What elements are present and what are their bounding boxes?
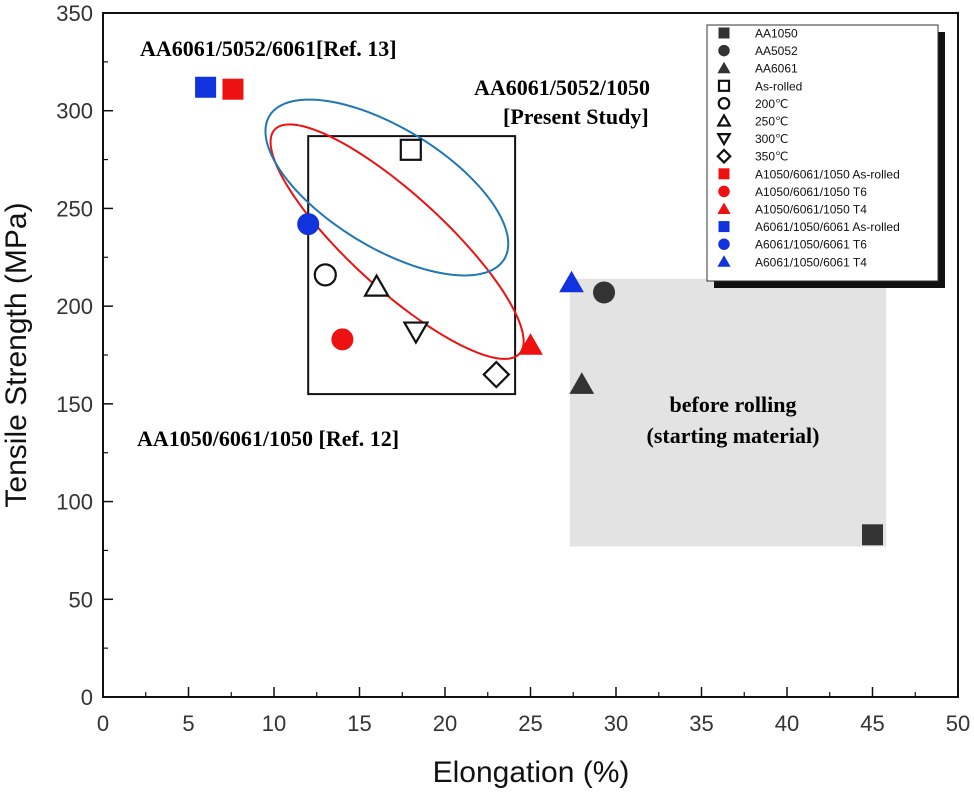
y-tick-label: 250	[56, 196, 93, 221]
legend-entry-label: A1050/6061/1050 T6	[755, 185, 867, 199]
legend-entry-label: AA1050	[755, 27, 798, 41]
legend-marker	[717, 61, 731, 74]
ellipses-layer	[264, 98, 525, 360]
red-ellipse	[269, 123, 525, 360]
legend-items: AA1050 AA5052 AA6061 As-rolled 200℃ 250℃ 300℃ 3…	[716, 27, 900, 269]
present-study-box	[307, 135, 517, 396]
legend-marker	[718, 27, 730, 39]
x-tick-label: 40	[775, 711, 799, 736]
y-tick-label: 350	[56, 1, 93, 26]
before-rolling-region	[569, 278, 887, 547]
y-tick-label: 100	[56, 490, 93, 515]
data-point	[363, 273, 391, 297]
data-point	[569, 372, 595, 394]
data-point	[297, 213, 320, 236]
annotation-before-rolling-line2: (starting material)	[647, 423, 820, 448]
legend-entry-label: A1050/6061/1050 T4	[755, 203, 867, 217]
legend: AA1050 AA5052 AA6061 As-rolled 200℃ 250℃ 300℃ 3…	[706, 24, 945, 288]
legend-entry-label: As-rolled	[755, 79, 802, 93]
legend-marker	[718, 185, 730, 198]
legend-entry-label: 300℃	[755, 132, 789, 146]
annotation-present-study-line2: [Present Study]	[503, 104, 649, 129]
legend-marker	[718, 44, 730, 57]
legend-entry-label: 250℃	[755, 115, 789, 129]
points-layer	[195, 76, 883, 546]
legend-marker	[716, 148, 732, 165]
x-tick-label: 25	[518, 711, 542, 736]
ticks-layer: 0 5 10 15 20 25 30 35 40 45 50 0 50 100 150 200 250 300 35…	[56, 1, 970, 736]
y-tick-label: 300	[56, 99, 93, 124]
legend-marker	[716, 133, 732, 147]
data-point	[559, 270, 584, 293]
legend-entry-label: AA5052	[755, 44, 798, 58]
data-point	[399, 138, 422, 161]
annotation-present-study-line1: AA6061/5052/1050	[474, 75, 650, 100]
legend-marker	[718, 168, 730, 180]
x-tick-label: 45	[860, 711, 884, 736]
y-tick-label: 0	[81, 685, 93, 710]
y-axis-title: Tensile Strength (MPa)	[0, 202, 33, 507]
legend-marker	[717, 202, 731, 214]
data-point	[518, 333, 543, 355]
regions-layer	[307, 135, 887, 547]
y-tick-label: 200	[56, 294, 93, 319]
legend-marker	[716, 113, 732, 127]
legend-marker	[717, 79, 731, 92]
x-tick-label: 5	[182, 711, 194, 736]
data-point	[331, 328, 354, 351]
annotation-ref13: AA6061/5052/6061[Ref. 13]	[140, 36, 397, 61]
data-point	[313, 263, 337, 287]
legend-box	[706, 24, 939, 282]
data-point	[862, 524, 883, 546]
data-point	[482, 360, 511, 389]
legend-entry-label: A1050/6061/1050 As-rolled	[755, 167, 900, 181]
x-tick-label: 30	[604, 711, 628, 736]
data-point	[402, 321, 430, 345]
x-tick-label: 50	[946, 711, 970, 736]
x-tick-label: 15	[347, 711, 371, 736]
legend-marker	[717, 97, 731, 110]
legend-entry-label: AA6061	[755, 62, 798, 76]
y-tick-label: 150	[56, 392, 93, 417]
data-point	[222, 78, 244, 100]
data-point	[195, 76, 217, 98]
x-tick-label: 20	[433, 711, 457, 736]
legend-entry-label: A6061/1050/6061 As-rolled	[755, 220, 900, 234]
legend-marker	[718, 238, 730, 250]
legend-entry-label: 350℃	[755, 150, 789, 164]
y-tick-label: 50	[69, 587, 93, 612]
annotation-before-rolling-line1: before rolling	[670, 392, 797, 417]
blue-ellipse	[264, 98, 510, 277]
x-tick-label: 0	[97, 711, 109, 736]
x-tick-label: 10	[262, 711, 286, 736]
legend-entry-label: A6061/1050/6061 T4	[755, 255, 867, 269]
x-tick-label: 35	[689, 711, 713, 736]
legend-entry-label: A6061/1050/6061 T6	[755, 238, 867, 252]
x-axis-title: Elongation (%)	[433, 756, 630, 789]
legend-marker	[718, 221, 730, 233]
data-point	[593, 281, 616, 304]
legend-marker	[717, 255, 731, 267]
annotation-ref12: AA1050/6061/1050 [Ref. 12]	[137, 426, 399, 451]
legend-entry-label: 200℃	[755, 97, 789, 111]
